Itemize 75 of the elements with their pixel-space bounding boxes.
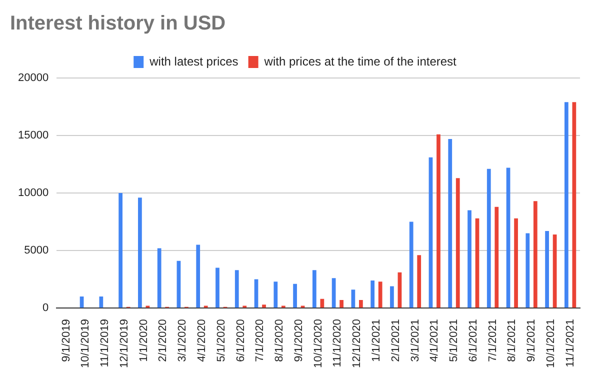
bar (409, 222, 414, 308)
bar (351, 290, 356, 308)
x-tick-label: 10/1/2019 (80, 319, 92, 368)
x-tick-label: 9/1/2021 (526, 319, 538, 362)
x-tick-label: 10/1/2020 (312, 319, 324, 368)
x-tick-label: 1/1/2021 (370, 319, 382, 362)
bar (359, 300, 363, 308)
bar (475, 218, 480, 308)
bar (138, 198, 142, 308)
x-tick-label: 11/1/2020 (332, 319, 344, 368)
bar (118, 193, 122, 308)
x-tick-label: 11/1/2019 (99, 319, 112, 368)
legend-label: with prices at the time of the interest (263, 54, 458, 68)
y-tick-label: 0 (42, 302, 49, 314)
bar (390, 286, 394, 308)
x-tick-label: 8/1/2021 (506, 319, 518, 362)
bar (526, 233, 530, 308)
y-tick-label: 15000 (18, 130, 49, 142)
y-tick-label: 10000 (18, 187, 49, 200)
bar (216, 268, 220, 308)
bar (545, 230, 549, 308)
bar (378, 282, 382, 308)
bar (320, 298, 324, 308)
bar (456, 178, 460, 308)
x-tick-label: 2/1/2020 (157, 319, 170, 362)
bar (468, 210, 472, 308)
bar (370, 280, 375, 308)
bar (486, 168, 491, 308)
x-tick-label: 2/1/2021 (390, 319, 402, 362)
bar (552, 234, 557, 308)
x-tick-label: 6/1/2021 (467, 319, 480, 362)
x-tick-label: 10/1/2021 (544, 319, 557, 368)
bar (262, 304, 266, 308)
bar (494, 206, 499, 308)
x-tick-label: 12/1/2019 (118, 319, 130, 368)
legend-label: with latest prices (148, 54, 238, 68)
chart-title: Interest history in USD (10, 12, 226, 35)
bar (448, 138, 452, 308)
x-tick-label: 12/1/2020 (351, 319, 364, 368)
x-tick-label: 7/1/2021 (486, 319, 499, 362)
bar (196, 244, 200, 308)
bar (398, 272, 402, 308)
y-tick-label: 5000 (24, 244, 49, 257)
bar (514, 218, 518, 308)
x-tick-label: 11/1/2021 (564, 319, 576, 368)
bar (533, 201, 538, 308)
bar (157, 248, 162, 308)
x-tick-label: 3/1/2020 (176, 319, 189, 362)
bar (506, 168, 510, 308)
x-tick-label: 3/1/2021 (409, 319, 422, 362)
bar (340, 300, 344, 308)
bar (436, 134, 440, 308)
bar (417, 255, 422, 308)
bar (234, 270, 239, 308)
bar (564, 102, 568, 308)
x-tick-label: 7/1/2020 (254, 319, 266, 362)
x-tick-label: 9/1/2019 (60, 319, 72, 362)
bar (312, 270, 316, 308)
bar (99, 296, 104, 308)
x-tick-label: 4/1/2020 (196, 319, 208, 362)
x-tick-label: 4/1/2021 (428, 319, 441, 362)
bar (572, 102, 576, 308)
bar (80, 296, 84, 308)
bar (428, 157, 433, 308)
bar (274, 282, 278, 308)
y-tick-label: 20000 (18, 72, 49, 84)
bar (176, 260, 181, 308)
x-tick-label: 6/1/2020 (234, 319, 247, 362)
bar (293, 284, 297, 308)
bar (332, 278, 336, 308)
x-tick-label: 8/1/2020 (274, 319, 286, 362)
x-tick-label: 9/1/2020 (292, 319, 305, 362)
x-tick-label: 5/1/2020 (215, 319, 228, 362)
x-tick-label: 1/1/2020 (138, 319, 150, 362)
x-tick-label: 5/1/2021 (448, 319, 460, 362)
